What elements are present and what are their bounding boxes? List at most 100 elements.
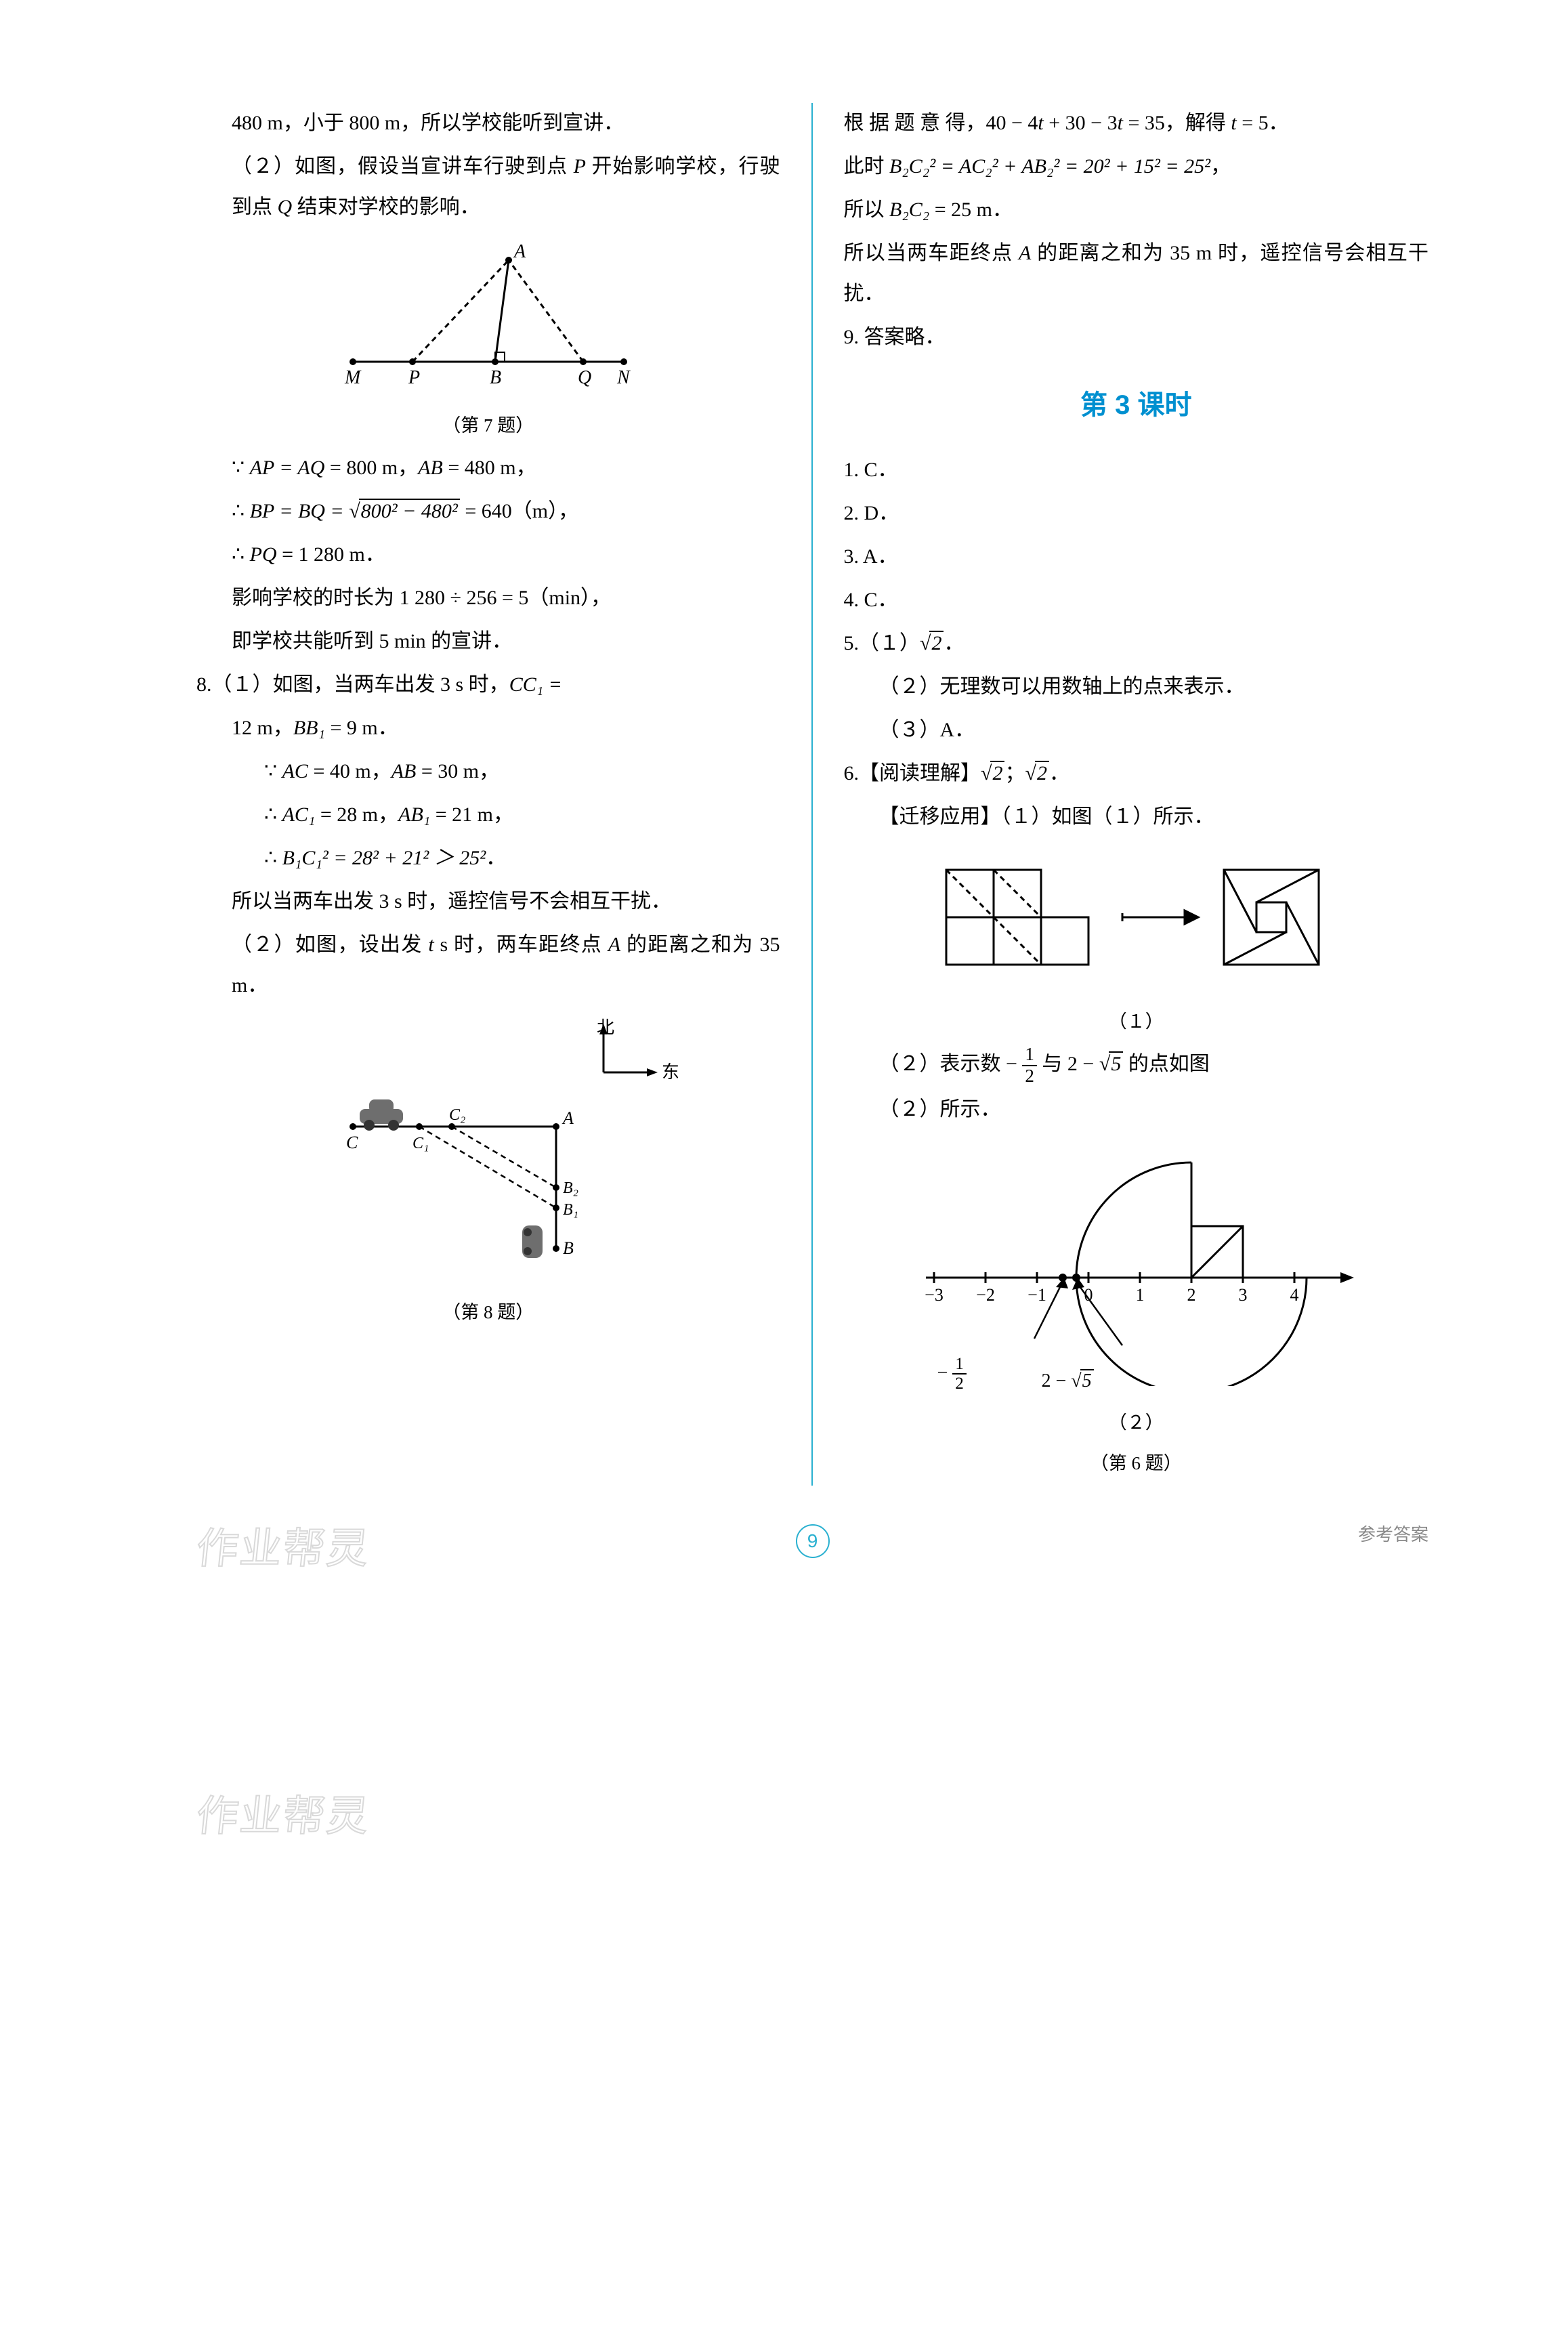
math-var: t: [1038, 112, 1043, 134]
text: −: [937, 1362, 953, 1383]
sqrt-body: 2: [1035, 761, 1049, 784]
answer-line: （３）A．: [844, 710, 1429, 751]
text-line: （２）如图，设出发 t s 时，两车距终点 A 的距离之和为 35 m．: [196, 925, 780, 1006]
text: 根 据 题 意 得，40 − 4: [844, 112, 1038, 134]
text: = 5．: [1237, 112, 1289, 134]
answer-line: （２）无理数可以用数轴上的点来表示．: [844, 667, 1429, 707]
sqrt-body: 2: [929, 631, 944, 654]
svg-text:A: A: [561, 1108, 574, 1128]
equation: ∴ BP = BQ = 800² − 480² = 640（m），: [196, 491, 780, 532]
answer-line: 3. A．: [844, 537, 1429, 577]
text: 所以: [844, 198, 890, 221]
math-var: t: [1118, 112, 1123, 134]
math-var: t: [1231, 112, 1236, 134]
sqrt: 2: [981, 753, 1004, 794]
figure-7: A M P B Q N （第 7 题）: [196, 240, 780, 444]
figure-8: 北 东: [196, 1018, 780, 1330]
math: BP = BQ =: [250, 500, 349, 522]
svg-text:C₁: C₁: [412, 1135, 429, 1152]
footer-label: 参考答案: [1358, 1517, 1428, 1552]
text: 所以当两车距终点: [844, 242, 1019, 264]
svg-text:B: B: [563, 1238, 574, 1258]
equation: 所以 B₂C₂ = 25 m．: [844, 190, 1429, 230]
svg-text:C: C: [346, 1133, 358, 1152]
figure-subcaption: （１）: [844, 1003, 1429, 1040]
answer-line: 6.【阅读理解】2；2．: [844, 753, 1429, 794]
right-column: 根 据 题 意 得，40 − 4t + 30 − 3t = 35，解得 t = …: [813, 103, 1429, 1486]
equation: ∵ AP = AQ = 800 m，AB = 480 m，: [196, 448, 780, 488]
q8-line2: 12 m，BB₁ = 9 m．: [196, 708, 780, 749]
sqrt: 800² − 480²: [349, 491, 460, 532]
math-var: Q: [278, 196, 293, 218]
svg-text:B₂: B₂: [563, 1179, 578, 1197]
two-column-layout: 480 m，小于 800 m，所以学校能听到宣讲． （２）如图，假设当宣讲车行驶…: [196, 103, 1428, 1486]
sqrt-body: 2: [990, 761, 1004, 784]
text: 的点如图: [1123, 1053, 1210, 1075]
answer-line: 4. C．: [844, 580, 1429, 621]
equation: 此时 B₂C₂² = AC₂² + AB₂² = 20² + 15² = 25²…: [844, 146, 1429, 187]
math-body: B₁C₁² = 28² + 21² ＞ 25²: [282, 847, 486, 869]
figure-6-1: （１）: [844, 849, 1429, 1040]
text: 12 m，: [232, 717, 293, 739]
text: 此时: [844, 155, 890, 177]
figure-caption: （第 6 题）: [844, 1445, 1429, 1482]
text-line: 所以当两车出发 3 s 时，遥控信号不会相互干扰．: [196, 881, 780, 922]
text-line: 480 m，小于 800 m，所以学校能听到宣讲．: [196, 103, 780, 144]
answer-line: 【迁移应用】（１）如图（１）所示．: [844, 797, 1429, 837]
svg-text:2: 2: [1187, 1285, 1196, 1305]
text: （２）如图，设出发: [232, 933, 428, 956]
text: ．: [486, 847, 506, 869]
q8-line1: 8.（１）如图，当两车出发 3 s 时，CC₁ =: [196, 665, 780, 705]
text: = 640（m），: [460, 500, 578, 522]
text: = 480 m，: [443, 457, 536, 479]
math: B₂C₂: [889, 198, 929, 221]
sym: ∵: [232, 457, 250, 479]
text: = 30 m，: [416, 760, 499, 782]
svg-text:B: B: [490, 367, 501, 388]
text: 结束对学校的影响．: [292, 196, 480, 218]
text: ；: [1004, 762, 1025, 784]
sym: ∵: [264, 760, 282, 782]
frac: 12: [952, 1355, 967, 1393]
text: 与 2 −: [1037, 1053, 1099, 1075]
figure-caption: （第 7 题）: [196, 407, 780, 444]
text-line: 影响学校的时长为 1 280 ÷ 256 = 5（min），: [196, 578, 780, 618]
text: = 28 m，: [315, 803, 398, 826]
equation: ∴ B₁C₁² = 28² + 21² ＞ 25²．: [196, 838, 780, 879]
math: CC₁ =: [509, 673, 562, 696]
answer-line: 5.（１）2．: [844, 623, 1429, 664]
math-var: A: [1019, 242, 1031, 264]
answer-line: 9. 答案略．: [844, 317, 1429, 358]
sqrt-body: 5: [1109, 1051, 1123, 1075]
equation: ∵ AC = 40 m，AB = 30 m，: [196, 751, 780, 792]
math: AC₁: [282, 803, 316, 826]
text: 6.【阅读理解】: [844, 762, 981, 784]
math-var: P: [574, 155, 586, 177]
compass-east: 东: [662, 1062, 678, 1082]
svg-text:Q: Q: [578, 367, 591, 388]
text: （２）如图，假设当宣讲车行驶到点: [232, 155, 574, 177]
text-line: 所以当两车距终点 A 的距离之和为 35 m 时，遥控信号会相互干扰．: [844, 233, 1429, 314]
sym: ∴: [232, 500, 250, 522]
text-line: （２）如图，假设当宣讲车行驶到点 P 开始影响学校，行驶到点 Q 结束对学校的影…: [196, 146, 780, 228]
sqrt-body: 5: [1080, 1369, 1094, 1391]
svg-text:−2: −2: [976, 1285, 995, 1305]
text: = 25 m．: [929, 198, 1013, 221]
section-title: 第 3 课时: [844, 378, 1429, 432]
math: AB₁: [398, 803, 430, 826]
text: = 21 m，: [430, 803, 513, 826]
text: = 35，解得: [1123, 112, 1231, 134]
text-line: 即学校共能听到 5 min 的宣讲．: [196, 621, 780, 662]
svg-text:4: 4: [1290, 1285, 1299, 1305]
text: = 1 280 m．: [277, 543, 385, 566]
sym: ∴: [264, 803, 282, 826]
sqrt: 5: [1099, 1044, 1123, 1085]
figure-6-2: −3 −2 −1 0 1 2 3 4: [844, 1142, 1429, 1482]
svg-text:−1: −1: [1027, 1285, 1046, 1305]
text: 8.（１）如图，当两车出发 3 s 时，: [196, 673, 509, 696]
text: ，: [1210, 155, 1231, 177]
math: AC: [282, 760, 308, 782]
text: = 800 m，: [324, 457, 418, 479]
sqrt-body: 800² − 480²: [359, 499, 460, 522]
figure-6-2-svg: −3 −2 −1 0 1 2 3 4: [899, 1142, 1373, 1386]
